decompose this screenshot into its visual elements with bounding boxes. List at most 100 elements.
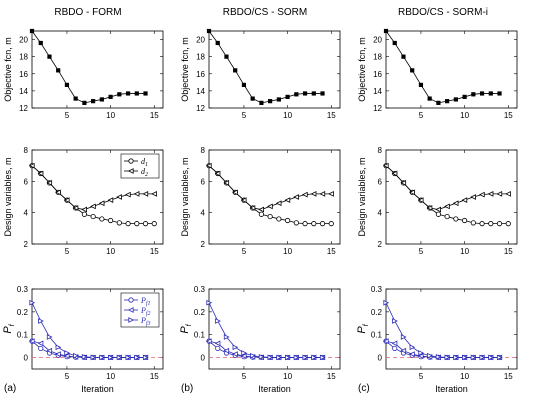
x-tick-label: 15 xyxy=(150,111,159,120)
data-point xyxy=(301,191,308,198)
x-tick-label: 15 xyxy=(150,247,159,256)
x-tick-label: 10 xyxy=(106,111,115,120)
data-point xyxy=(151,221,157,227)
y-tick-label: 0 xyxy=(201,354,206,363)
panel-r2-c2: 2 4 6 8 5 10 15 Design variables, m xyxy=(180,146,341,256)
data-point xyxy=(302,91,308,96)
data-point xyxy=(409,351,415,357)
data-point xyxy=(479,354,486,361)
y-tick-label: 4 xyxy=(378,209,383,218)
data-point xyxy=(479,91,485,96)
y-tick-label: 16 xyxy=(196,70,205,79)
x-tick-label: 5 xyxy=(419,372,424,381)
data-point xyxy=(258,206,265,213)
data-point xyxy=(382,338,389,344)
data-point xyxy=(444,354,451,361)
data-point xyxy=(319,191,326,197)
panel-r3-c3: 0 0.1 0.2 0.3 5 10 15 Pf Iteration (c) xyxy=(356,285,518,394)
data-point xyxy=(461,197,468,203)
column-title-3: RBDO/CS - SORM-i xyxy=(398,7,488,18)
data-point xyxy=(497,91,502,96)
data-point xyxy=(427,352,433,359)
y-tick-label: 0.2 xyxy=(194,308,206,317)
y-tick-label: 0.2 xyxy=(17,308,29,317)
data-point xyxy=(215,40,220,46)
data-point xyxy=(302,354,309,361)
data-point xyxy=(294,92,299,97)
data-point xyxy=(63,197,70,203)
x-tick-label: 10 xyxy=(460,111,469,120)
series-d2 xyxy=(205,162,334,213)
plot-frame xyxy=(208,149,341,245)
legend-label-Pf1: Pf1 xyxy=(140,296,151,307)
x-tick-label: 10 xyxy=(283,111,292,120)
data-point xyxy=(400,347,407,354)
data-point xyxy=(250,96,255,101)
data-point xyxy=(98,200,105,207)
data-point xyxy=(496,191,503,197)
data-point xyxy=(410,68,415,73)
data-point xyxy=(276,216,282,222)
series-objective xyxy=(206,28,325,105)
x-tick-label: 15 xyxy=(504,111,513,120)
panel-label-1: (a) xyxy=(4,383,16,394)
data-point xyxy=(284,354,291,361)
data-point xyxy=(470,354,477,361)
data-point xyxy=(505,221,511,227)
y-tick-label: 20 xyxy=(19,36,28,45)
y-tick-label: 20 xyxy=(373,36,382,45)
x-tick-label: 10 xyxy=(283,372,292,381)
y-tick-label: 18 xyxy=(196,53,205,62)
data-point xyxy=(505,191,511,197)
data-point xyxy=(427,96,432,101)
y-tick-label: 18 xyxy=(19,53,28,62)
series-d2 xyxy=(28,162,157,213)
y-axis-label: Design variables, m xyxy=(180,157,190,236)
data-point xyxy=(151,191,157,197)
legend-label-d2: d2 xyxy=(141,167,148,178)
data-point xyxy=(90,203,96,210)
x-tick-label: 10 xyxy=(106,247,115,256)
data-point xyxy=(206,28,212,34)
legend-swatch-marker xyxy=(127,168,134,174)
y-tick-label: 6 xyxy=(201,177,206,186)
x-tick-label: 5 xyxy=(242,247,247,256)
x-tick-label: 5 xyxy=(65,247,70,256)
data-point xyxy=(418,82,424,87)
data-point xyxy=(223,180,230,186)
data-point xyxy=(311,91,316,96)
y-tick-label: 2 xyxy=(24,240,29,249)
plot-frame xyxy=(31,30,164,109)
legend-label-d1: d1 xyxy=(141,157,148,168)
data-point xyxy=(241,82,247,87)
data-point xyxy=(46,347,53,354)
series-Pf3 xyxy=(29,299,149,361)
data-point xyxy=(63,353,70,359)
y-tick-label: 12 xyxy=(19,104,28,113)
data-point xyxy=(107,197,114,203)
data-point xyxy=(116,194,122,200)
y-axis-label: Pf xyxy=(179,323,193,333)
data-point xyxy=(125,354,132,361)
data-point xyxy=(72,205,79,211)
data-point xyxy=(64,82,70,87)
data-point xyxy=(205,338,212,344)
data-point xyxy=(383,28,389,34)
legend-label-Pf3: Pf3 xyxy=(140,316,151,327)
data-point xyxy=(240,353,247,359)
data-point xyxy=(28,162,35,169)
data-point xyxy=(73,96,78,101)
data-point xyxy=(81,206,87,213)
data-point xyxy=(81,211,88,217)
data-point xyxy=(133,191,140,197)
data-point xyxy=(392,40,397,46)
data-point xyxy=(125,91,131,96)
data-point xyxy=(382,162,389,169)
data-point xyxy=(29,299,36,306)
series-Pf3 xyxy=(383,299,503,361)
data-point xyxy=(241,350,248,356)
x-tick-label: 5 xyxy=(419,247,424,256)
data-point xyxy=(240,197,247,203)
data-point xyxy=(249,205,256,211)
